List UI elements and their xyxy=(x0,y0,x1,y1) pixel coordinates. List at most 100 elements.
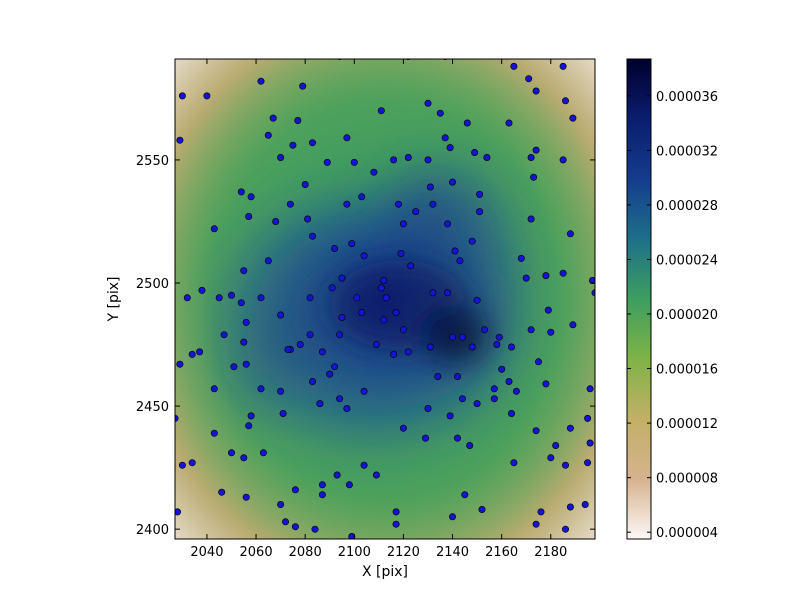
scatter-point xyxy=(338,274,346,282)
scatter-point xyxy=(589,277,595,284)
scatter-point xyxy=(259,449,267,457)
scatter-point xyxy=(176,136,184,144)
scatter-point xyxy=(210,225,218,233)
scatter-point xyxy=(348,240,356,248)
x-tick-label: 2140 xyxy=(436,545,469,560)
scatter-point xyxy=(281,518,289,526)
scatter-point xyxy=(397,250,405,258)
scatter-point xyxy=(478,505,486,513)
x-tick-label: 2160 xyxy=(485,545,518,560)
scatter-point xyxy=(316,400,324,408)
scatter-point xyxy=(566,230,574,238)
scatter-point xyxy=(175,508,181,516)
x-tick-label: 2080 xyxy=(289,545,322,560)
scatter-point xyxy=(399,326,407,334)
scatter-point xyxy=(257,77,265,85)
scatter-point xyxy=(532,520,540,528)
scatter-point xyxy=(372,471,380,479)
scatter-point xyxy=(338,313,346,321)
scatter-point xyxy=(196,348,204,356)
scatter-point xyxy=(522,274,530,282)
scatter-point xyxy=(269,114,277,122)
colorbar-frame xyxy=(626,58,652,540)
scatter-point xyxy=(358,193,366,201)
scatter-point xyxy=(512,387,520,395)
scatter-point xyxy=(424,99,432,107)
scatter-point xyxy=(390,350,398,358)
scatter-point xyxy=(542,272,550,280)
scatter-point xyxy=(453,434,461,442)
scatter-point xyxy=(178,461,186,469)
scatter-point xyxy=(566,424,574,432)
scatter-point xyxy=(476,208,484,216)
scatter-point xyxy=(358,308,366,316)
scatter-point xyxy=(458,333,466,341)
scatter-point xyxy=(448,333,456,341)
scatter-point xyxy=(240,454,248,462)
scatter-point xyxy=(510,459,518,467)
scatter-point xyxy=(277,387,285,395)
scatter-point xyxy=(318,348,326,356)
scatter-point xyxy=(530,173,538,181)
scatter-point xyxy=(527,154,535,162)
scatter-point xyxy=(380,316,388,324)
scatter-point xyxy=(444,289,452,297)
scatter-point xyxy=(561,97,569,105)
scatter-point xyxy=(483,154,491,162)
scatter-point xyxy=(203,92,211,100)
scatter-point xyxy=(561,461,569,469)
scatter-point xyxy=(291,523,299,531)
scatter-point xyxy=(507,343,515,351)
scatter-point xyxy=(272,218,280,226)
colorbar-tick-label: 0.000004 xyxy=(656,526,718,541)
colorbar: 0.000004 0.000008 0.000012 0.000016 0.000020… xyxy=(626,58,718,541)
scatter-point xyxy=(392,508,400,516)
scatter-point xyxy=(476,190,484,198)
density-heatmap xyxy=(175,59,595,539)
scatter-point xyxy=(561,525,569,533)
scatter-point xyxy=(277,154,285,162)
scatter-point xyxy=(424,404,432,412)
scatter-point xyxy=(306,331,314,339)
scatter-point xyxy=(532,87,540,95)
y-tick-label: 2550 xyxy=(136,154,169,169)
scatter-point xyxy=(584,414,592,422)
scatter-point xyxy=(353,294,361,302)
scatter-point xyxy=(240,338,248,346)
scatter-point xyxy=(544,306,552,314)
scatter-point xyxy=(569,114,577,122)
scatter-point xyxy=(348,533,356,539)
scatter-point xyxy=(434,372,442,380)
x-axis-label: X [pix] xyxy=(362,564,408,580)
scatter-point xyxy=(559,269,567,277)
scatter-point xyxy=(552,441,560,449)
scatter-point xyxy=(230,363,238,371)
scatter-point xyxy=(537,508,545,516)
scatter-point xyxy=(323,158,331,166)
colorbar-ticks: 0.000004 0.000008 0.000012 0.000016 0.000020… xyxy=(627,90,718,541)
scatter-point xyxy=(291,486,299,494)
scatter-point xyxy=(336,395,344,403)
scatter-point xyxy=(372,340,380,348)
scatter-point xyxy=(284,345,292,353)
scatter-point xyxy=(240,267,248,275)
scatter-point xyxy=(399,424,407,432)
scatter-point xyxy=(453,372,461,380)
scatter-point xyxy=(532,146,540,154)
colorbar-tick-label: 0.000008 xyxy=(656,472,718,487)
colorbar-tick-label: 0.000024 xyxy=(656,253,718,268)
scatter-point xyxy=(237,299,245,307)
scatter-point xyxy=(264,257,272,265)
scatter-point xyxy=(326,370,334,378)
scatter-point xyxy=(215,294,223,302)
scatter-point xyxy=(336,331,344,339)
scatter-point xyxy=(498,365,506,373)
scatter-point xyxy=(446,144,454,152)
scatter-point xyxy=(399,220,407,228)
scatter-point xyxy=(463,119,471,127)
scatter-point xyxy=(468,237,476,245)
scatter-point xyxy=(451,247,459,255)
scatter-point xyxy=(318,491,326,499)
scatter-point xyxy=(333,471,341,479)
scatter-point xyxy=(257,385,265,393)
